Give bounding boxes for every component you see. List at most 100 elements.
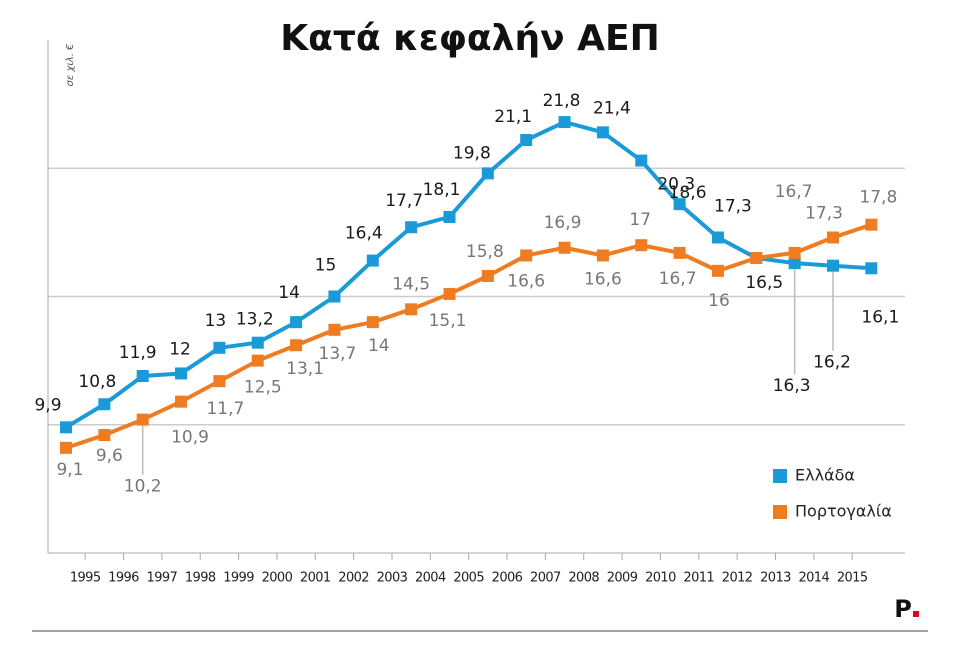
x-tick-label: 2006 [492,571,523,586]
series-line [65,222,872,450]
x-tick-label: 2011 [683,571,714,586]
marker [788,246,801,259]
data-label: 15,8 [466,242,504,262]
marker [213,375,226,388]
data-label: 9,6 [96,446,123,466]
data-label: 16,4 [345,224,383,244]
data-label: 14 [368,336,390,356]
x-tick-label: 2013 [760,571,791,586]
data-label: 15,1 [429,311,467,331]
marker [558,241,571,254]
y-axis-label: σε χιλ. € [65,43,76,86]
data-label: 14,5 [392,274,430,294]
data-label: 17,7 [385,191,423,211]
data-label: 18,1 [423,180,461,200]
data-label: 9,9 [34,395,61,415]
marker [251,336,264,349]
data-label: 21,8 [543,91,581,111]
x-tick-label: 2015 [837,571,868,586]
data-label: 13,1 [286,359,324,379]
marker [673,198,686,211]
data-label: 13,7 [319,344,357,364]
data-label: 16,2 [813,353,851,373]
data-label: 14 [278,283,300,303]
data-label: 20,3 [657,175,695,195]
marker [596,249,609,262]
data-label: 16,7 [775,182,813,202]
legend-label: Πορτογαλία [795,502,892,521]
marker [865,218,878,231]
data-label: 19,8 [453,143,491,163]
marker [481,269,494,282]
data-label: 16 [708,291,730,311]
marker [827,231,839,244]
x-tick-label: 1995 [70,571,101,586]
x-tick-label: 2009 [607,571,638,586]
marker [175,395,188,408]
data-label: 21,4 [593,98,631,118]
marker [328,290,341,303]
data-label: 17,3 [714,197,752,217]
x-tick-label: 2008 [568,571,599,586]
marker [366,316,379,329]
x-tick-label: 2003 [377,571,408,586]
data-label: 16,3 [773,376,811,396]
marker [711,231,724,244]
marker [213,341,226,354]
data-label: 10,9 [171,428,209,448]
logo: P [894,595,912,623]
x-tick-label: 2002 [338,571,369,586]
marker [175,367,188,380]
marker [136,370,149,383]
data-label: 15 [315,256,337,276]
data-label: 17,8 [859,188,897,208]
marker [443,210,456,223]
legend-label: Ελλάδα [795,466,855,485]
marker [481,167,494,180]
marker [750,252,763,265]
marker [136,413,149,426]
logo-dot [913,611,919,617]
data-label: 16,7 [659,269,697,289]
marker [635,239,648,252]
marker [673,246,686,259]
x-tick-label: 2007 [530,571,561,586]
marker [328,323,341,336]
data-label: 12,5 [244,378,282,398]
x-tick-label: 2000 [262,571,293,586]
x-tick-label: 2012 [722,571,753,586]
data-label: 9,1 [56,460,83,480]
marker [60,441,72,454]
data-label: 16,9 [544,213,582,233]
x-tick-label: 2010 [645,571,676,586]
data-label: 10,2 [124,477,162,497]
series-line [64,120,872,430]
marker [596,126,609,139]
marker [98,398,111,411]
marker [635,154,648,167]
data-label: 16,1 [861,307,899,327]
x-tick-label: 2014 [798,571,829,586]
x-tick-label: 1999 [223,571,254,586]
data-label: 13 [205,311,227,331]
data-label: 11,7 [206,399,244,419]
data-label: 10,8 [78,372,116,392]
marker [520,249,533,262]
data-label: 17 [629,210,651,230]
data-label: 17,3 [805,204,843,224]
marker [443,287,456,300]
data-label: 11,9 [119,343,157,363]
data-label: 16,6 [584,269,622,289]
x-tick-label: 1996 [108,571,139,586]
data-label: 12 [169,339,191,359]
data-label: 16,5 [745,273,783,293]
x-tick-label: 1998 [185,571,216,586]
marker [366,254,379,267]
marker [558,116,571,129]
data-label: 13,2 [236,310,274,330]
data-label: 18,6 [669,183,707,203]
marker [788,257,801,270]
marker [405,221,418,234]
marker [251,354,264,367]
